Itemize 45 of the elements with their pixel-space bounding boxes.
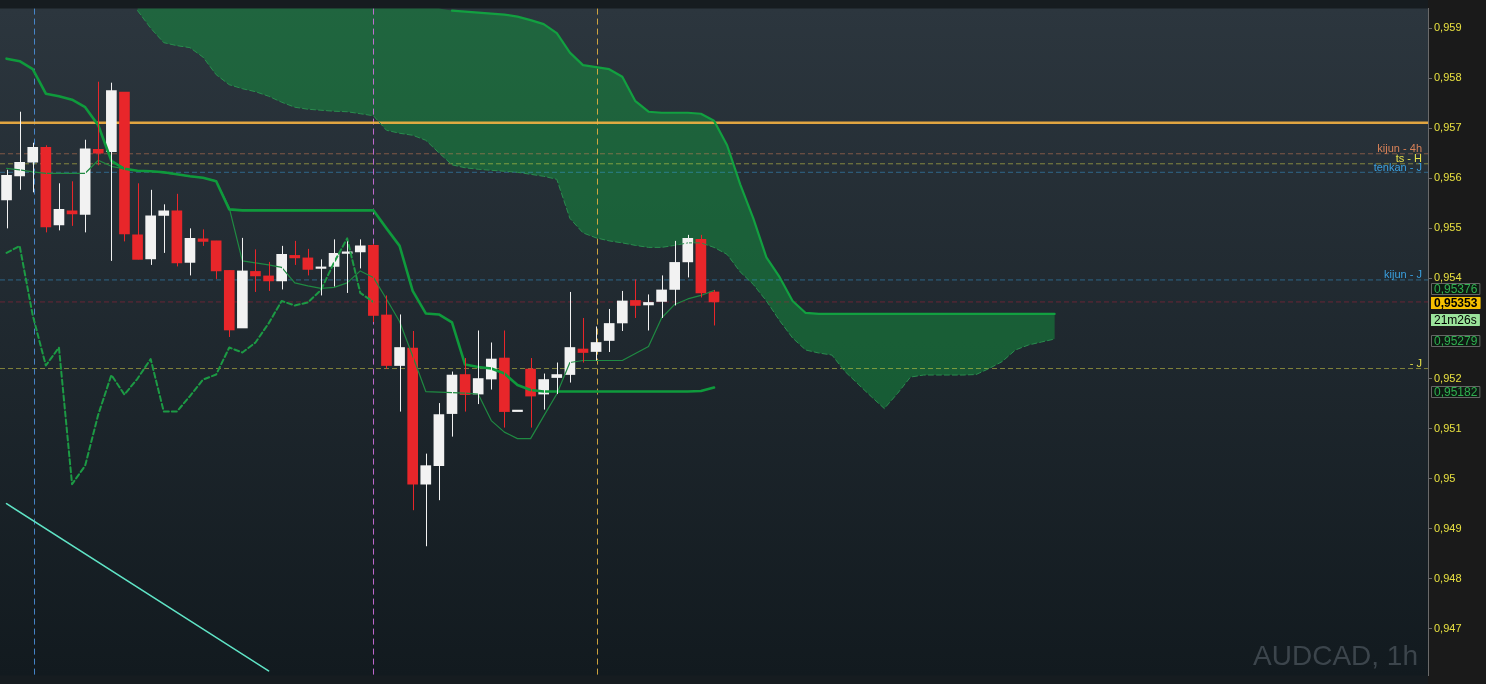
y-tick-label: 0,954 [1434,271,1462,284]
text: 0,95353 [1434,296,1478,311]
candlestick [669,240,681,306]
candlestick [106,82,117,262]
candlestick [27,142,39,193]
candlestick [368,243,379,323]
candlestick [92,81,104,166]
y-tick-label: 0,95 [1434,471,1456,484]
candlestick [616,290,628,332]
text: 0,95279 [1434,334,1478,349]
y-tick-label: 0,952 [1434,371,1462,384]
candlestick [223,269,235,338]
y-tick-label: 0,947 [1434,621,1462,634]
y-tick-label: 0,948 [1434,571,1462,584]
candlestick [119,91,130,242]
text: 21m26s [1434,313,1477,328]
y-tick-label: 0,949 [1434,521,1462,534]
candlestick [381,294,392,370]
candlestick [407,330,419,511]
candlestick [250,248,261,293]
line-series [5,237,375,486]
candlestick [145,189,156,266]
text: 0,95182 [1434,385,1478,400]
candlestick [656,274,667,319]
candlestick [237,237,248,329]
y-tick-label: 0,957 [1434,121,1462,134]
ref-line-label: kijun - J [1384,268,1422,281]
y-tick-label: 0,958 [1434,71,1462,84]
text: 0,95376 [1434,282,1478,297]
candlestick [420,453,432,547]
ref-line-label: kijun - 4h [1377,142,1422,155]
candlestick [132,182,143,260]
y-tick-label: 0,959 [1434,21,1462,34]
candlestick [394,313,405,413]
y-tick-label: 0,955 [1434,221,1462,234]
ref-line-label: ts - H [1395,152,1423,165]
candlestick [551,362,563,395]
candlestick [630,278,641,319]
y-tick-label: 0,951 [1434,421,1462,434]
candlestick [603,308,615,353]
ref-line-label: - J [1409,357,1422,370]
y-tick-label: 0,956 [1434,171,1462,184]
candlestick [1,169,12,229]
candlestick [158,203,170,254]
candlestick [472,329,484,405]
